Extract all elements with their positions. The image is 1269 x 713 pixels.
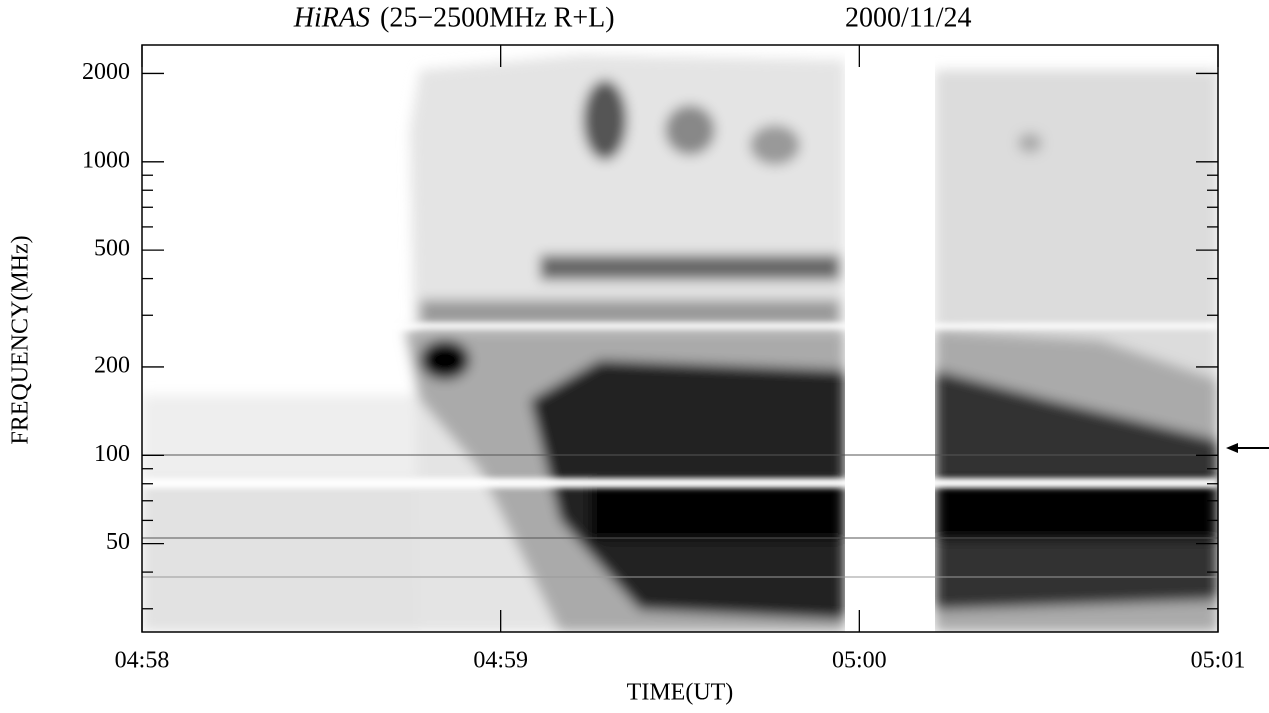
y-tick-label: 50 (106, 529, 130, 555)
x-tick-label: 05:01 (1191, 648, 1246, 674)
y-tick-label: 2000 (82, 59, 130, 85)
arrow (1226, 443, 1269, 453)
x-axis-label: TIME(UT) (627, 680, 734, 706)
y-tick-label: 100 (94, 441, 130, 467)
chart-subtitle: (25−2500MHz R+L) (380, 2, 615, 33)
y-tick-label: 1000 (82, 147, 130, 173)
y-axis-label: FREQUENCY(MHz) (8, 235, 34, 444)
title: HiRAS (25−2500MHz R+L) 2000/11/24 (293, 2, 972, 33)
x-tick-label: 05:00 (832, 648, 887, 674)
y-tick-label: 500 (94, 236, 130, 262)
spectrogram-image (142, 45, 1218, 632)
chart-title: HiRAS (293, 2, 370, 33)
x-tick-label: 04:59 (473, 648, 528, 674)
chart-date: 2000/11/24 (845, 2, 972, 33)
plot-frame (141, 44, 1219, 633)
y-tick-label: 200 (94, 352, 130, 378)
x-tick-label: 04:58 (115, 648, 170, 674)
